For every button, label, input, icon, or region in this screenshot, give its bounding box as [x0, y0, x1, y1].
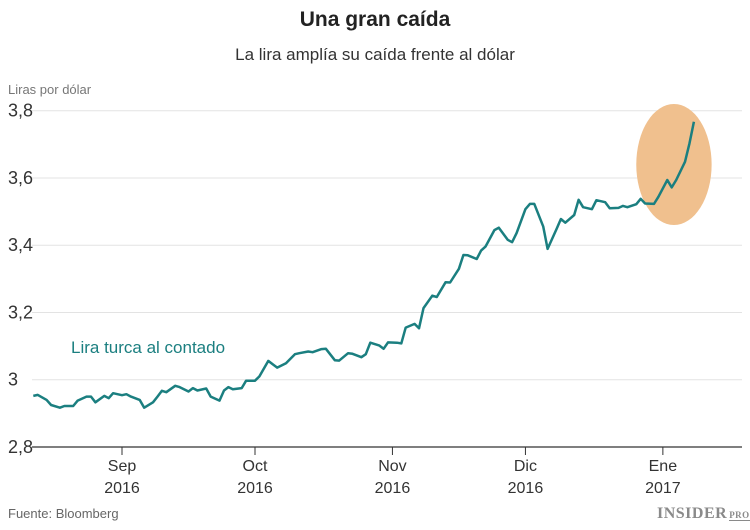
x-tick-month: Ene — [649, 458, 678, 475]
chart-subtitle: La lira amplía su caída frente al dólar — [235, 45, 515, 64]
y-axis-label: Liras por dólar — [8, 82, 92, 97]
logo-suffix-text: PRO — [729, 510, 750, 521]
highlight-ellipse — [636, 103, 712, 226]
series-label: Lira turca al contado — [71, 338, 225, 357]
x-tick-year: 2016 — [508, 480, 544, 497]
y-tick-label: 3,6 — [8, 168, 33, 188]
insider-pro-logo: INSIDER PRO — [657, 505, 750, 523]
x-tick-year: 2016 — [237, 480, 273, 497]
chart-title: Una gran caída — [299, 8, 451, 31]
y-tick-label: 3,2 — [8, 302, 33, 322]
series-line-lira — [33, 121, 696, 409]
y-tick-label: 2,8 — [8, 437, 33, 457]
y-tick-label: 3 — [8, 370, 18, 390]
logo-main-text: INSIDER — [657, 505, 728, 522]
x-tick-month: Sep — [108, 458, 137, 475]
x-tick-year: 2016 — [104, 480, 140, 497]
y-tick-label: 3,4 — [8, 235, 33, 255]
source-note: Fuente: Bloomberg — [8, 506, 119, 521]
x-tick-year: 2017 — [645, 480, 681, 497]
x-tick-month: Oct — [243, 458, 268, 475]
y-tick-label: 3,8 — [8, 101, 33, 121]
x-tick-month: Nov — [378, 458, 406, 475]
x-tick-month: Dic — [514, 458, 537, 475]
x-tick-year: 2016 — [375, 480, 411, 497]
